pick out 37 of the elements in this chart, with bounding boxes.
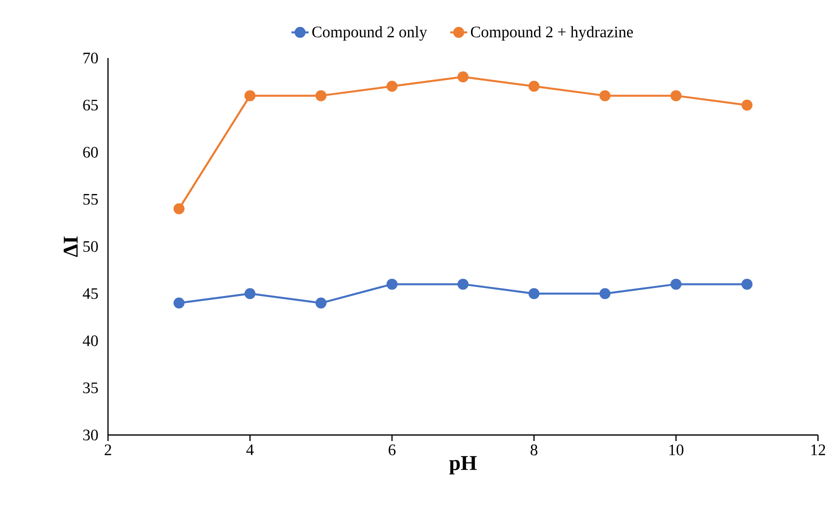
point [458,278,468,290]
x-tick-label: 12 [811,444,826,456]
point [600,90,610,102]
point [174,298,185,309]
x-tick-label: 8 [530,444,538,456]
y-tick-label: 40 [82,335,98,346]
legend-label: Compound 2 only [312,26,428,41]
point [742,278,752,290]
x-tick-label: 4 [246,444,254,456]
y-tick-label: 50 [83,241,98,252]
point [386,278,398,290]
y-tick-label: 70 [84,52,98,64]
point [528,80,540,92]
legend-label: Compound 2 + hydrazine [470,26,633,41]
point [528,288,540,300]
y-axis-title: ΔI [64,236,78,257]
y-tick-label: 30 [83,430,98,440]
point [670,90,682,102]
point [174,203,185,214]
point [244,288,256,300]
y-tick-label: 55 [83,194,98,205]
y-tick-label: 35 [83,382,98,394]
point [316,90,327,102]
x-tick-label: 10 [669,444,684,456]
y-tick-label: 60 [83,146,98,158]
point [316,298,327,309]
point [600,288,610,300]
x-tick-label: 2 [104,444,112,456]
y-tick-label: 65 [83,100,98,110]
x-axis-title: pH [449,456,477,474]
point [742,100,752,111]
point [458,71,468,82]
point [386,80,398,92]
point [670,278,682,290]
y-tick-label: 45 [82,288,98,299]
point [244,90,256,102]
x-tick-label: 6 [388,444,396,456]
